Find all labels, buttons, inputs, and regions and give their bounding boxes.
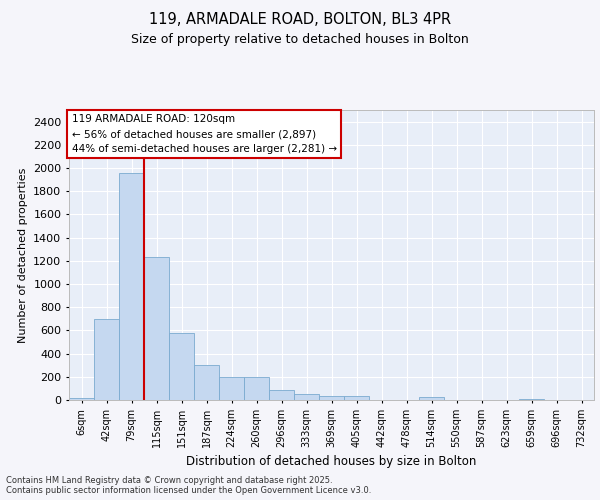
Bar bbox=[94, 319, 119, 400]
Bar bbox=[69, 398, 94, 400]
Bar bbox=[269, 390, 294, 400]
Text: Contains HM Land Registry data © Crown copyright and database right 2025.
Contai: Contains HM Land Registry data © Crown c… bbox=[6, 476, 371, 495]
Bar bbox=[169, 334, 194, 400]
Bar bbox=[344, 396, 369, 400]
Text: 119 ARMADALE ROAD: 120sqm
← 56% of detached houses are smaller (2,897)
44% of se: 119 ARMADALE ROAD: 120sqm ← 56% of detac… bbox=[71, 114, 337, 154]
Bar bbox=[194, 364, 219, 400]
Bar bbox=[219, 377, 244, 400]
Bar bbox=[419, 398, 444, 400]
Bar bbox=[519, 398, 544, 400]
Bar bbox=[144, 256, 169, 400]
Text: 119, ARMADALE ROAD, BOLTON, BL3 4PR: 119, ARMADALE ROAD, BOLTON, BL3 4PR bbox=[149, 12, 451, 28]
X-axis label: Distribution of detached houses by size in Bolton: Distribution of detached houses by size … bbox=[187, 456, 476, 468]
Bar bbox=[119, 172, 144, 400]
Text: Size of property relative to detached houses in Bolton: Size of property relative to detached ho… bbox=[131, 32, 469, 46]
Bar bbox=[294, 394, 319, 400]
Bar bbox=[319, 396, 344, 400]
Bar bbox=[244, 377, 269, 400]
Y-axis label: Number of detached properties: Number of detached properties bbox=[17, 168, 28, 342]
